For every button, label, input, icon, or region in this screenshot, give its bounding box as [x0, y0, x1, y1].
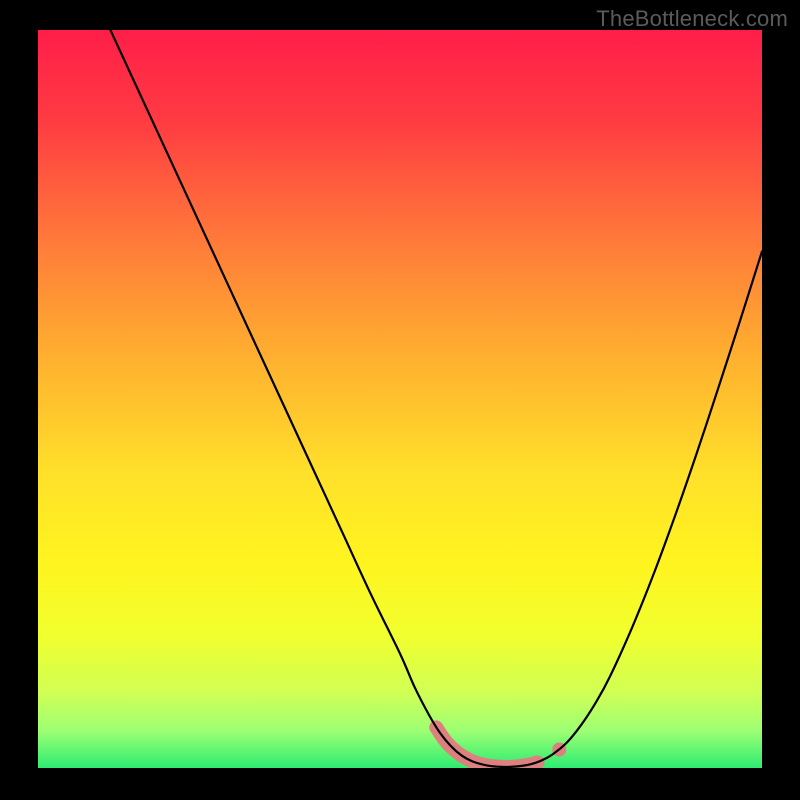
- chart-frame: TheBottleneck.com: [0, 0, 800, 800]
- gradient-background: [38, 30, 762, 768]
- bottleneck-curve-plot: [38, 30, 762, 768]
- watermark-text: TheBottleneck.com: [596, 6, 788, 32]
